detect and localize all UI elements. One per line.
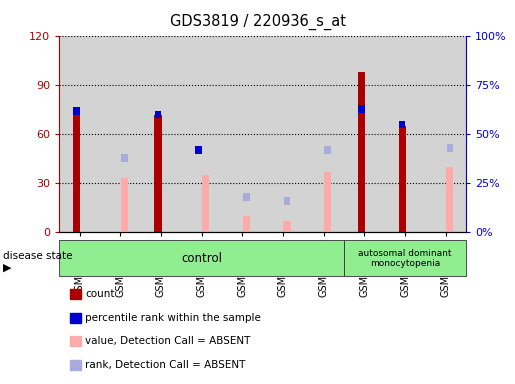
- Bar: [121, 179, 128, 232]
- Bar: [385, 36, 425, 232]
- Bar: [100, 36, 141, 232]
- Bar: [263, 36, 303, 232]
- Bar: [303, 36, 344, 232]
- Bar: [399, 126, 406, 232]
- Bar: [243, 194, 250, 201]
- Bar: [358, 73, 365, 232]
- Bar: [202, 175, 210, 232]
- Bar: [324, 172, 332, 232]
- Bar: [446, 167, 454, 232]
- Bar: [121, 154, 128, 162]
- Bar: [155, 111, 161, 119]
- Bar: [283, 221, 291, 232]
- Bar: [73, 110, 80, 232]
- Bar: [284, 197, 290, 205]
- Bar: [222, 36, 263, 232]
- Text: control: control: [181, 252, 222, 265]
- Bar: [181, 36, 222, 232]
- Bar: [425, 36, 466, 232]
- Text: ▶: ▶: [3, 262, 11, 272]
- Bar: [324, 146, 331, 154]
- Text: disease state: disease state: [3, 252, 72, 262]
- Bar: [358, 105, 365, 113]
- Text: count: count: [85, 289, 114, 299]
- Bar: [196, 146, 202, 154]
- Bar: [447, 144, 453, 152]
- Text: percentile rank within the sample: percentile rank within the sample: [85, 313, 261, 323]
- Text: rank, Detection Call = ABSENT: rank, Detection Call = ABSENT: [85, 360, 245, 370]
- Text: value, Detection Call = ABSENT: value, Detection Call = ABSENT: [85, 336, 250, 346]
- Bar: [399, 121, 405, 128]
- Text: GDS3819 / 220936_s_at: GDS3819 / 220936_s_at: [169, 13, 346, 30]
- Bar: [154, 115, 162, 232]
- Bar: [74, 107, 80, 114]
- Text: autosomal dominant
monocytopenia: autosomal dominant monocytopenia: [358, 248, 452, 268]
- Bar: [243, 216, 250, 232]
- FancyBboxPatch shape: [59, 240, 344, 276]
- Bar: [141, 36, 181, 232]
- Bar: [344, 36, 385, 232]
- Bar: [59, 36, 100, 232]
- FancyBboxPatch shape: [344, 240, 466, 276]
